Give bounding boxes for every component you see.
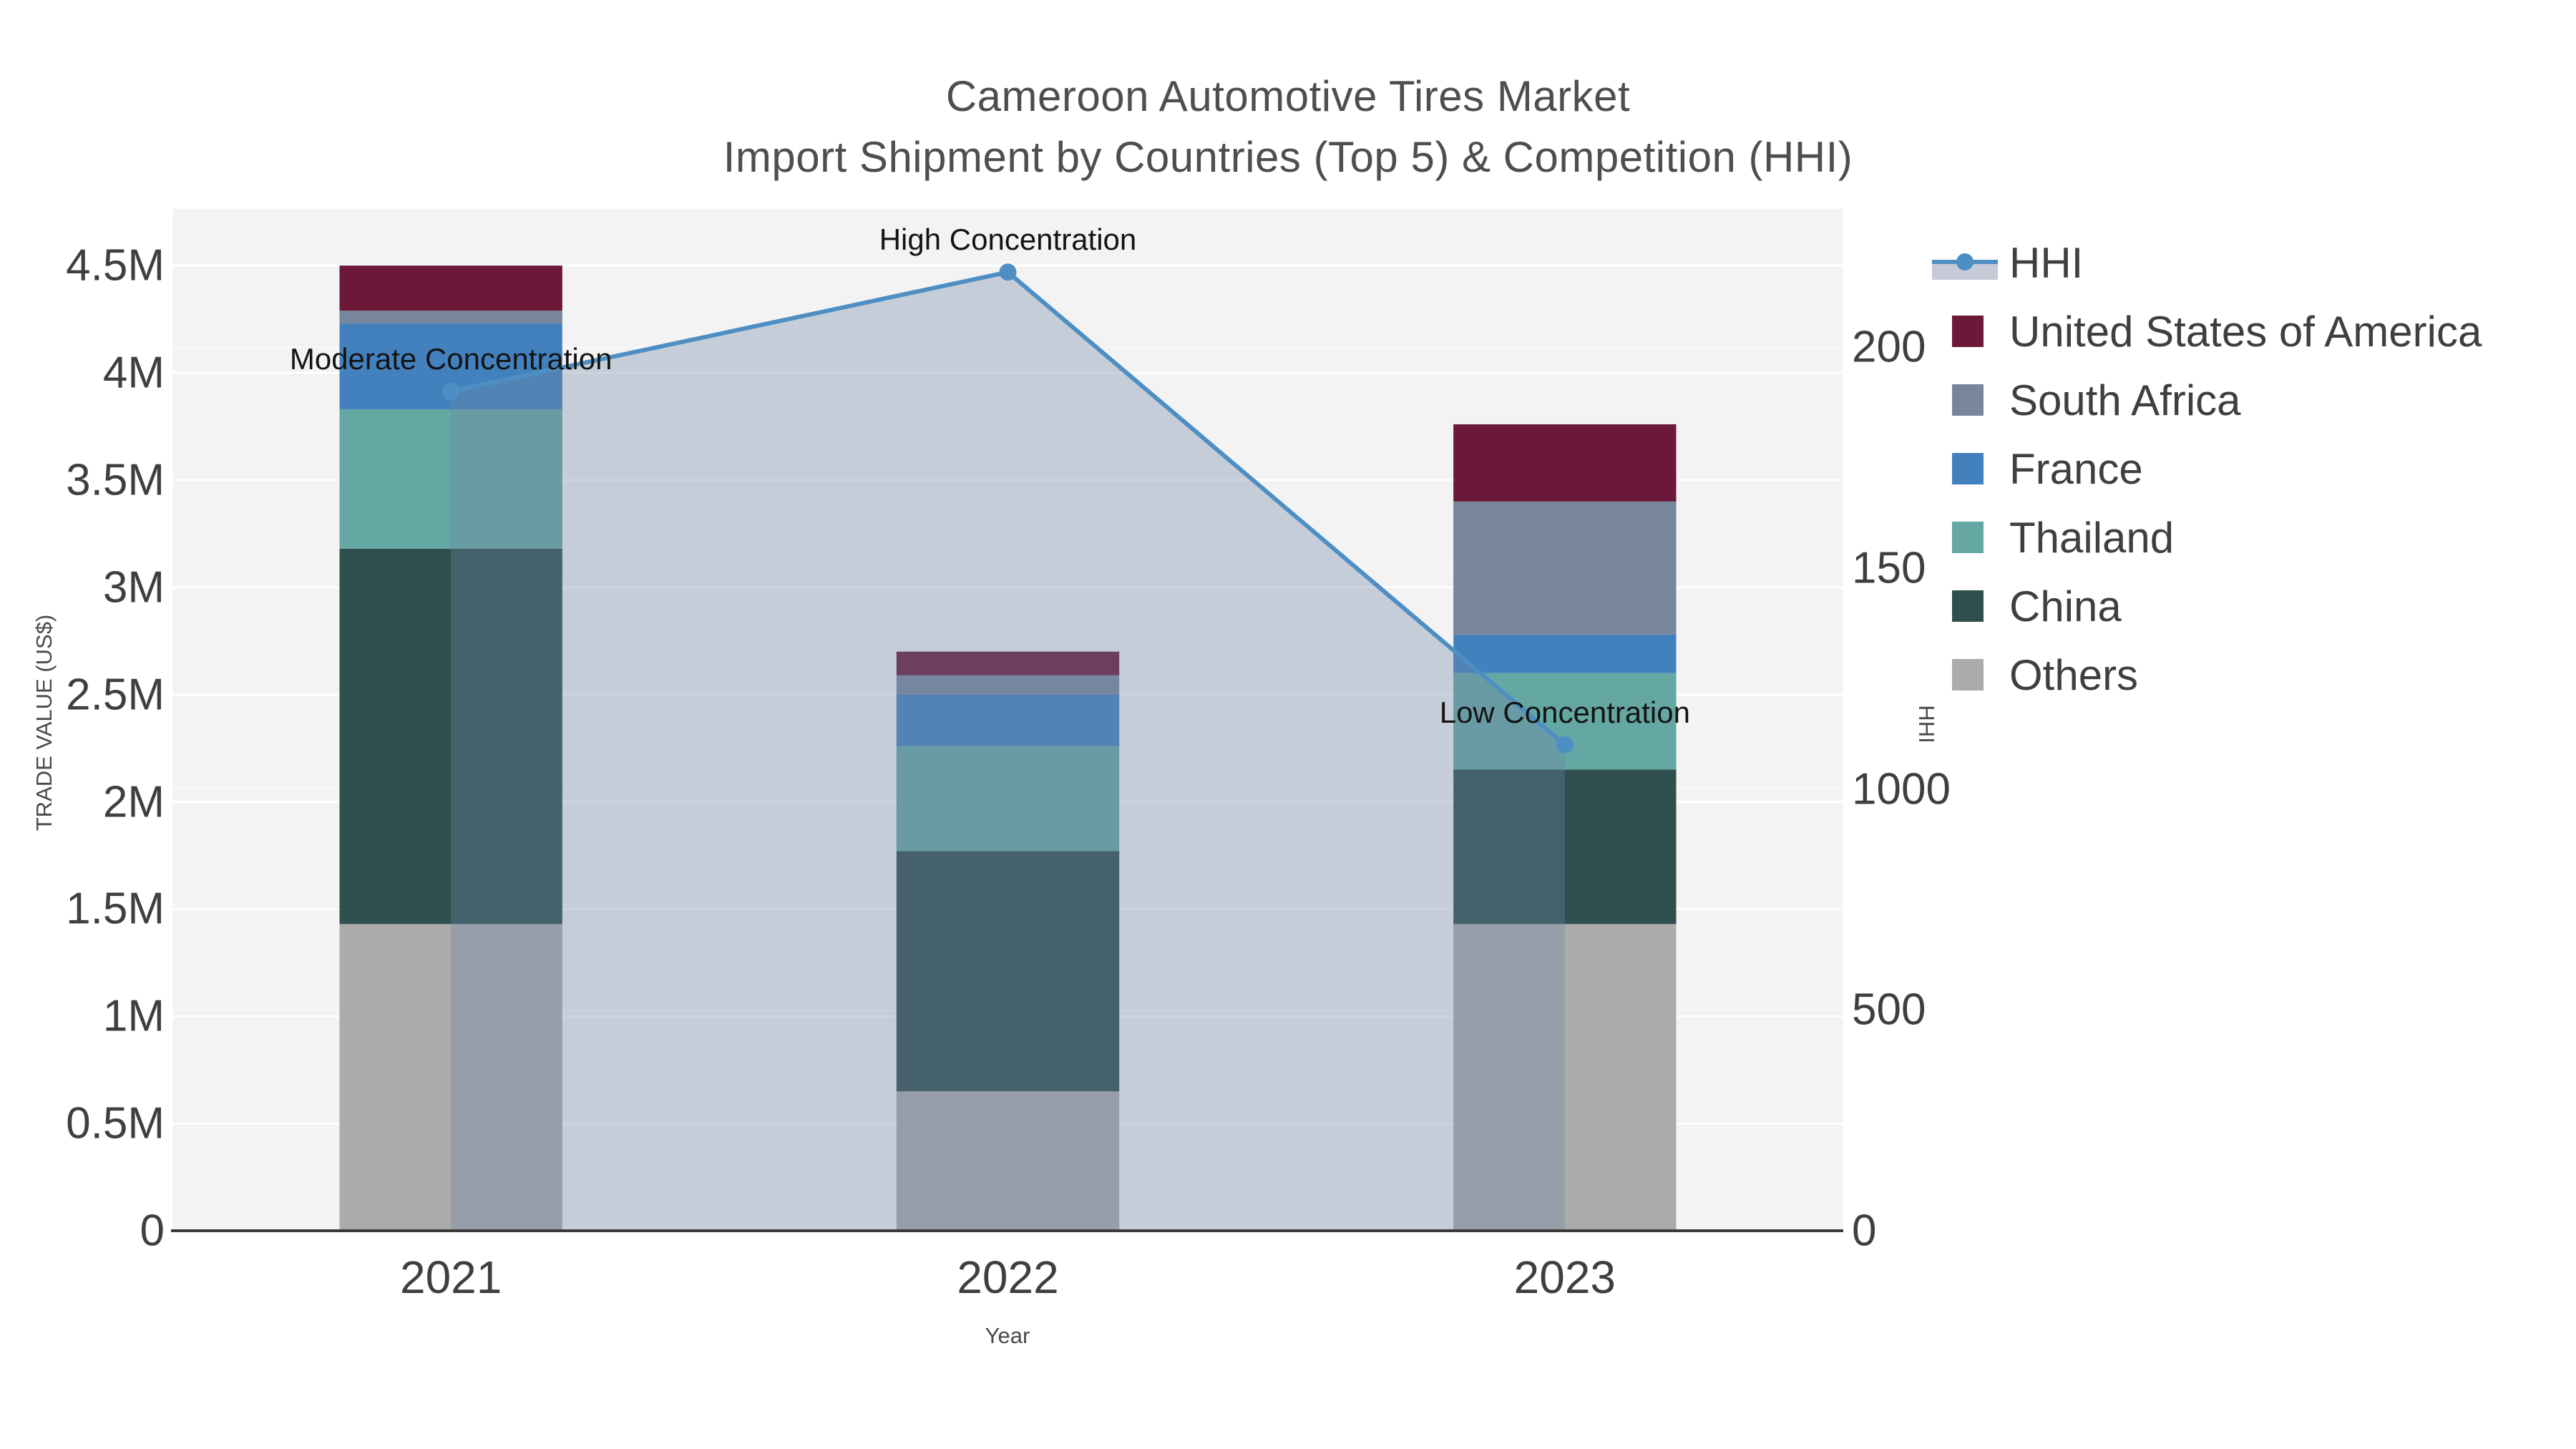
legend-item-label: France bbox=[2009, 444, 2143, 493]
legend-color-swatch-icon bbox=[1952, 522, 1984, 553]
annotation-moderate-concentration: Moderate Concentration bbox=[289, 341, 613, 376]
x-axis-tick-label-2021: 2021 bbox=[399, 1252, 502, 1303]
legend-color-swatch-icon bbox=[1952, 453, 1984, 484]
legend-item-hhi[interactable]: HHI bbox=[1932, 228, 2482, 297]
bar-segment-united-states-of-america-2022[interactable] bbox=[896, 651, 1120, 675]
y2-axis-tick-label: 0 bbox=[1852, 1206, 1877, 1256]
legend-item-china[interactable]: China bbox=[1932, 572, 2482, 640]
annotation-low-concentration: Low Concentration bbox=[1439, 695, 1690, 729]
legend-color-swatch-icon bbox=[1952, 384, 1984, 416]
legend-item-label: South Africa bbox=[2009, 376, 2241, 424]
y2-axis-tick-label: 150 bbox=[1852, 543, 1926, 593]
hhi-marker-2022[interactable] bbox=[999, 263, 1017, 281]
legend-item-thailand[interactable]: Thailand bbox=[1932, 503, 2482, 572]
y-axis-tick-label: 3M bbox=[102, 562, 165, 613]
annotation-high-concentration: High Concentration bbox=[879, 223, 1137, 257]
legend-item-label: Others bbox=[2009, 650, 2139, 699]
hhi-line-swatch-icon bbox=[1932, 241, 1998, 284]
hhi-marker-2023[interactable] bbox=[1556, 736, 1574, 753]
bar-segment-united-states-of-america-2021[interactable] bbox=[339, 265, 562, 311]
bar-segment-thailand-2021[interactable] bbox=[339, 409, 562, 549]
y-axis-tick-label: 4.5M bbox=[66, 240, 165, 291]
bar-segment-south-africa-2022[interactable] bbox=[896, 675, 1120, 695]
y2-axis-title: HHI bbox=[1914, 705, 1939, 743]
bar-segment-others-2022[interactable] bbox=[896, 1091, 1120, 1231]
bar-segment-others-2021[interactable] bbox=[339, 924, 562, 1231]
hhi-marker-2021[interactable] bbox=[442, 382, 460, 400]
y-axis-tick-label: 1.5M bbox=[66, 884, 165, 934]
y2-axis-tick-label: 1000 bbox=[1852, 764, 1951, 814]
bar-segment-others-2023[interactable] bbox=[1453, 924, 1677, 1231]
bar-segment-thailand-2023[interactable] bbox=[1453, 673, 1677, 770]
y-axis-tick-label: 3.5M bbox=[66, 455, 165, 505]
bar-segment-thailand-2022[interactable] bbox=[896, 746, 1120, 852]
legend: HHI United States of America South Africa F… bbox=[1932, 228, 2482, 709]
bar-segment-south-africa-2023[interactable] bbox=[1453, 501, 1677, 635]
bar-segment-france-2022[interactable] bbox=[896, 694, 1120, 746]
bar-segment-china-2023[interactable] bbox=[1453, 769, 1677, 924]
y-axis-tick-label: 0.5M bbox=[66, 1098, 165, 1148]
legend-item-france[interactable]: France bbox=[1932, 434, 2482, 503]
x-axis-title: Year bbox=[985, 1323, 1030, 1348]
y-axis-title: TRADE VALUE (US$) bbox=[31, 614, 57, 831]
legend-item-label: Thailand bbox=[2009, 513, 2175, 562]
chart-title-line2: Import Shipment by Countries (Top 5) & C… bbox=[723, 133, 1853, 181]
legend-item-label: United States of America bbox=[2009, 307, 2482, 356]
legend-item-united-states-of-america[interactable]: United States of America bbox=[1932, 297, 2482, 366]
bar-segment-china-2021[interactable] bbox=[339, 548, 562, 924]
x-axis-tick-label-2023: 2023 bbox=[1513, 1252, 1616, 1303]
y-axis-tick-label: 2.5M bbox=[66, 670, 165, 720]
chart-title-line1: Cameroon Automotive Tires Market bbox=[945, 72, 1631, 120]
legend-item-label: China bbox=[2009, 582, 2122, 630]
y-axis-tick-label: 4M bbox=[102, 348, 165, 398]
hhi-area-fill bbox=[451, 272, 1565, 1231]
legend-item-south-africa[interactable]: South Africa bbox=[1932, 366, 2482, 434]
legend-color-swatch-icon bbox=[1952, 590, 1984, 622]
legend-color-swatch-icon bbox=[1952, 316, 1984, 347]
y2-axis-tick-label: 200 bbox=[1852, 322, 1926, 372]
y2-axis-tick-label: 500 bbox=[1852, 985, 1926, 1035]
y-axis-tick-label: 0 bbox=[140, 1206, 165, 1256]
legend-color-swatch-icon bbox=[1952, 659, 1984, 691]
y-axis-tick-label: 2M bbox=[102, 777, 165, 826]
bar-segment-united-states-of-america-2023[interactable] bbox=[1453, 424, 1677, 502]
bar-segment-south-africa-2021[interactable] bbox=[339, 311, 562, 324]
y-axis-tick-label: 1M bbox=[102, 991, 165, 1041]
x-axis-tick-label-2022: 2022 bbox=[957, 1252, 1059, 1303]
legend-item-others[interactable]: Others bbox=[1932, 640, 2482, 709]
legend-item-label: HHI bbox=[2009, 238, 2084, 287]
bar-segment-france-2023[interactable] bbox=[1453, 634, 1677, 673]
bar-segment-china-2022[interactable] bbox=[896, 851, 1120, 1092]
